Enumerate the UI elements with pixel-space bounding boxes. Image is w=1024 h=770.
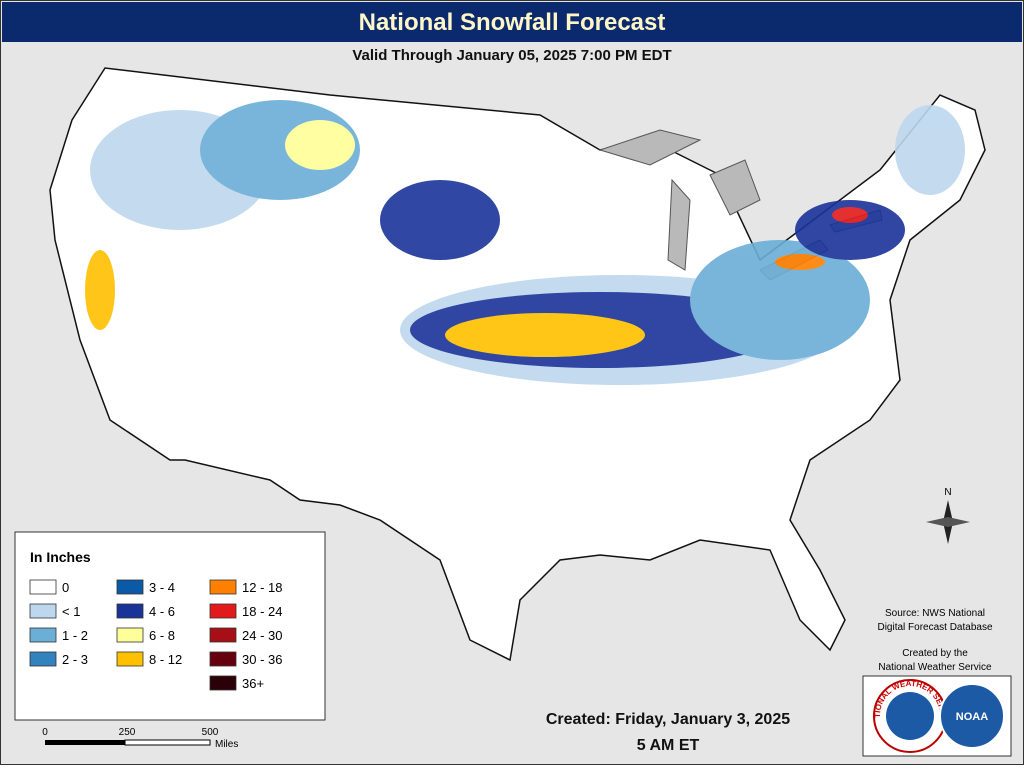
snow-area: [832, 207, 868, 223]
lake: [667, 178, 691, 271]
snow-area: [85, 250, 115, 330]
legend-label: 24 - 30: [242, 628, 282, 643]
legend-label: 6 - 8: [149, 628, 175, 643]
credit-text: Created by the: [902, 648, 968, 659]
legend-items: 0 < 1 1 - 2 2 - 3 3 - 4 4 - 6 6 - 8 8 - 12 12 - …: [29, 579, 282, 691]
scale-bar: [45, 740, 125, 745]
legend-label: 36+: [242, 676, 264, 691]
legend-swatch: [209, 675, 237, 691]
compass: N: [926, 487, 970, 544]
lake: [598, 129, 702, 166]
created-date: Created: Friday, January 3, 2025: [546, 711, 790, 728]
title: National Snowfall Forecast: [359, 9, 666, 36]
noaa-logo: [939, 683, 1005, 749]
created-time: 5 AM ET: [637, 737, 700, 754]
legend-title: In Inches: [30, 549, 91, 565]
legend-swatch: [209, 579, 237, 595]
snow-bands: [85, 100, 965, 385]
nws-logo-inner: [886, 692, 934, 740]
snow-area: [690, 240, 870, 360]
legend-swatch: [29, 627, 57, 643]
legend-swatch: [209, 603, 237, 619]
lake: [709, 159, 761, 216]
legend-box: [14, 531, 326, 721]
legend-swatch: [29, 651, 57, 667]
legend-swatch: [29, 603, 57, 619]
legend-label: 8 - 12: [149, 652, 182, 667]
legend-swatch: [116, 579, 144, 595]
legend-label: 0: [62, 580, 69, 595]
compass-label: N: [944, 487, 951, 498]
snow-area: [775, 254, 825, 270]
legend-swatch: [116, 603, 144, 619]
legend-label: 1 - 2: [62, 628, 88, 643]
scale-label: 0: [42, 727, 48, 738]
source-text: Digital Forecast Database: [877, 622, 992, 633]
scale-unit: Miles: [215, 739, 238, 750]
subtitle: Valid Through January 05, 2025 7:00 PM E…: [352, 47, 671, 64]
snow-area: [795, 200, 905, 260]
scale-bar: [124, 739, 211, 746]
source-text: Source: NWS National: [885, 608, 985, 619]
scale-label: 250: [119, 727, 136, 738]
credit-text: National Weather Service: [878, 662, 992, 673]
scale-label: 500: [202, 727, 219, 738]
header-band: [2, 2, 1022, 42]
snow-area: [380, 180, 500, 260]
noaa-logo-text: NOAA: [956, 711, 988, 723]
snow-area: [895, 105, 965, 195]
legend-label: 4 - 6: [149, 604, 175, 619]
legend-label: < 1: [62, 604, 80, 619]
snow-area: [445, 313, 645, 357]
snow-area: [285, 120, 355, 170]
legend-label: 18 - 24: [242, 604, 282, 619]
legend-label: 3 - 4: [149, 580, 175, 595]
legend-swatch: [209, 627, 237, 643]
legend-swatch: [29, 579, 57, 595]
legend-swatch: [116, 651, 144, 667]
legend-label: 2 - 3: [62, 652, 88, 667]
legend-swatch: [116, 627, 144, 643]
legend-swatch: [209, 651, 237, 667]
legend-label: 30 - 36: [242, 652, 282, 667]
legend-label: 12 - 18: [242, 580, 282, 595]
